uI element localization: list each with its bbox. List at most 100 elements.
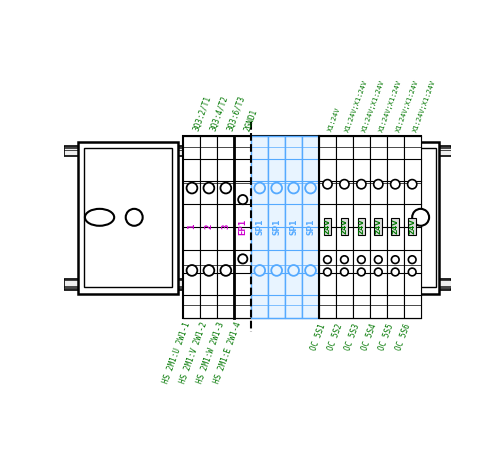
Bar bbox=[370, 136, 387, 318]
Text: 2GND1: 2GND1 bbox=[243, 108, 259, 133]
Text: HS 2M1:V 2W1-2: HS 2M1:V 2W1-2 bbox=[178, 321, 209, 385]
Circle shape bbox=[358, 268, 365, 276]
Circle shape bbox=[358, 256, 365, 264]
Bar bbox=[200, 136, 217, 318]
Circle shape bbox=[407, 180, 417, 189]
Bar bbox=[336, 136, 353, 318]
Text: X1:24V;X1:24V: X1:24V;X1:24V bbox=[345, 79, 369, 133]
Text: HS 2M1:W 2W1-3: HS 2M1:W 2W1-3 bbox=[195, 321, 226, 385]
Circle shape bbox=[187, 265, 197, 276]
Text: OC 5S2: OC 5S2 bbox=[326, 323, 345, 352]
Bar bbox=[268, 136, 285, 318]
Circle shape bbox=[271, 265, 282, 276]
Circle shape bbox=[323, 180, 332, 189]
Bar bbox=[387, 136, 404, 318]
Text: HS 2M1:U 2W1-1: HS 2M1:U 2W1-1 bbox=[161, 321, 192, 385]
Circle shape bbox=[255, 265, 265, 276]
Circle shape bbox=[288, 183, 299, 193]
Circle shape bbox=[238, 195, 247, 204]
Bar bbox=[64, 147, 451, 155]
Text: Z4V: Z4V bbox=[358, 219, 364, 234]
Bar bbox=[374, 218, 382, 235]
Text: 3Q3:2/T1: 3Q3:2/T1 bbox=[192, 95, 213, 133]
Text: X1:24V: X1:24V bbox=[327, 106, 342, 133]
Text: SP1: SP1 bbox=[272, 218, 281, 235]
Text: SP1: SP1 bbox=[255, 218, 264, 235]
Text: X1:24V;X1:24V: X1:24V;X1:24V bbox=[412, 79, 437, 133]
Circle shape bbox=[305, 265, 316, 276]
Ellipse shape bbox=[85, 209, 114, 226]
Bar bbox=[217, 136, 234, 318]
Text: OC 5S4: OC 5S4 bbox=[360, 323, 378, 352]
Text: Z4V: Z4V bbox=[409, 219, 415, 234]
Bar bbox=[404, 142, 439, 293]
Circle shape bbox=[271, 183, 282, 193]
Text: OC 5S5: OC 5S5 bbox=[377, 323, 395, 352]
Bar bbox=[341, 218, 348, 235]
Ellipse shape bbox=[412, 209, 429, 226]
Text: X1:24V;X1:24V: X1:24V;X1:24V bbox=[395, 79, 420, 133]
Bar bbox=[184, 136, 200, 318]
Text: 1: 1 bbox=[188, 224, 197, 229]
Text: OC 5S1: OC 5S1 bbox=[309, 323, 327, 352]
Bar bbox=[407, 148, 436, 287]
Text: SP1: SP1 bbox=[289, 218, 298, 235]
Circle shape bbox=[220, 265, 231, 276]
Bar bbox=[64, 281, 451, 288]
Circle shape bbox=[187, 183, 197, 193]
Circle shape bbox=[391, 256, 399, 264]
Bar bbox=[64, 146, 451, 156]
Circle shape bbox=[323, 268, 331, 276]
Text: HS 2M1:E 2W1-4: HS 2M1:E 2W1-4 bbox=[212, 321, 243, 385]
Text: Z4V: Z4V bbox=[392, 219, 398, 234]
Circle shape bbox=[288, 265, 299, 276]
Text: Z4V: Z4V bbox=[324, 219, 330, 234]
Bar bbox=[84, 148, 172, 287]
Circle shape bbox=[255, 183, 265, 193]
Text: Z4V: Z4V bbox=[342, 219, 348, 234]
Bar bbox=[353, 136, 370, 318]
Circle shape bbox=[391, 180, 400, 189]
Text: 3Q3:6/T3: 3Q3:6/T3 bbox=[226, 95, 247, 133]
Bar bbox=[319, 136, 336, 318]
Text: OC 5S6: OC 5S6 bbox=[394, 323, 412, 352]
Bar bbox=[234, 136, 251, 318]
Circle shape bbox=[341, 256, 348, 264]
Circle shape bbox=[204, 183, 214, 193]
Bar bbox=[358, 218, 365, 235]
Circle shape bbox=[408, 268, 416, 276]
Text: 3Q3:4/T2: 3Q3:4/T2 bbox=[209, 95, 230, 133]
Bar bbox=[323, 218, 331, 235]
Text: 3: 3 bbox=[221, 224, 230, 229]
Circle shape bbox=[323, 256, 331, 264]
Bar bbox=[391, 218, 399, 235]
Circle shape bbox=[391, 268, 399, 276]
Circle shape bbox=[340, 180, 349, 189]
Bar bbox=[251, 136, 268, 318]
Circle shape bbox=[220, 183, 231, 193]
Text: X1:24V;X1:24V: X1:24V;X1:24V bbox=[378, 79, 403, 133]
Circle shape bbox=[305, 183, 316, 193]
Ellipse shape bbox=[126, 209, 143, 226]
Text: OC 5S3: OC 5S3 bbox=[344, 323, 361, 352]
Bar bbox=[404, 136, 421, 318]
Text: EP1: EP1 bbox=[238, 218, 247, 234]
Text: X1:24V;X1:24V: X1:24V;X1:24V bbox=[361, 79, 386, 133]
Text: SP1: SP1 bbox=[306, 218, 315, 235]
Circle shape bbox=[357, 180, 366, 189]
Bar bbox=[78, 142, 178, 293]
Bar bbox=[183, 136, 422, 318]
Bar bbox=[408, 218, 416, 235]
Text: Z4V: Z4V bbox=[375, 219, 381, 234]
Circle shape bbox=[374, 180, 383, 189]
Circle shape bbox=[408, 256, 416, 264]
Bar bbox=[64, 279, 451, 290]
Bar bbox=[302, 136, 319, 318]
Text: 2: 2 bbox=[204, 224, 213, 229]
Circle shape bbox=[238, 254, 247, 264]
Circle shape bbox=[204, 265, 214, 276]
Circle shape bbox=[374, 256, 382, 264]
Bar bbox=[285, 136, 302, 318]
Circle shape bbox=[341, 268, 348, 276]
Circle shape bbox=[374, 268, 382, 276]
